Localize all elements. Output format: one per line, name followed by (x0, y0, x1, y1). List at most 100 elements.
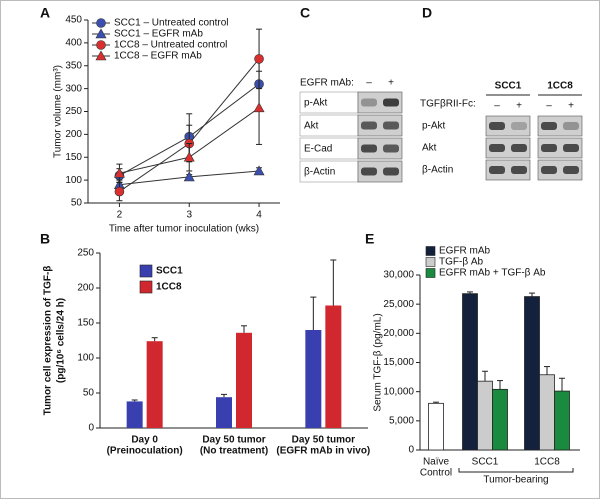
y-tick-label: 400 (65, 38, 82, 49)
row-label: Akt (304, 121, 319, 132)
bar (492, 388, 508, 451)
blot-band (563, 166, 579, 174)
y-tick-label: 350 (65, 60, 82, 71)
x-tick-label: Naïve (423, 457, 450, 468)
y-tick-label: 30,000 (383, 270, 414, 281)
legend-label: 1CC8 – EGFR mAb (114, 51, 202, 62)
blot-band (489, 122, 505, 130)
row-label: p-Akt (304, 98, 328, 109)
bar (126, 401, 143, 428)
y-tick-label: 25,000 (383, 299, 414, 310)
legend-label: SCC1 – EGFR mAb (114, 29, 203, 40)
blot-strip (537, 115, 583, 137)
x-tick-label: Day 0 (131, 435, 158, 446)
y-axis-label: Tumor cell expression of TGF-β (43, 266, 54, 416)
legend-label: EGFR mAb (439, 246, 491, 257)
blot-band (541, 144, 557, 152)
blot-band (361, 144, 377, 153)
y-axis-label: (pg/10⁶ cells/24 h) (56, 298, 67, 383)
y-tick-label: 10,000 (383, 386, 414, 397)
legend-label: SCC1 – Untreated control (114, 18, 229, 29)
group-bracket (458, 468, 574, 473)
lane-label: + (568, 101, 574, 112)
legend-swatch (139, 280, 153, 294)
x-tick-label: 4 (256, 210, 262, 221)
blot-strip (537, 159, 583, 181)
y-tick-label: 250 (65, 106, 82, 117)
x-tick-label: SCC1 (472, 457, 499, 468)
blot-band (563, 144, 579, 152)
row-label: E-Cad (304, 144, 332, 155)
blot-band (563, 122, 579, 130)
panel-label: A (40, 5, 50, 21)
panel-label: C (300, 5, 310, 21)
blot-band (489, 144, 505, 152)
x-tick-label: (EGFR mAb in vivo) (276, 446, 370, 457)
lane-label: – (546, 101, 552, 112)
y-tick-label: 150 (77, 318, 94, 329)
blot-band (383, 98, 399, 107)
legend-marker (95, 28, 107, 39)
bar (524, 296, 540, 451)
blot-band (541, 122, 557, 130)
blot-strip (357, 160, 403, 183)
blot-band (383, 144, 399, 153)
blot-strip (357, 91, 403, 114)
bar (146, 341, 163, 428)
blot-band (489, 166, 505, 174)
bar (428, 402, 444, 451)
x-tick-label: Day 50 tumor (292, 435, 355, 446)
lane-label: + (516, 101, 522, 112)
blot-strip (357, 114, 403, 137)
y-tick-label: 20,000 (383, 328, 414, 339)
marker (254, 54, 264, 64)
legend-marker (95, 50, 107, 61)
legend-swatch (425, 246, 436, 256)
lane-label: – (494, 101, 500, 112)
marker (253, 165, 265, 176)
y-tick-label: 200 (65, 129, 82, 140)
y-tick-label: 250 (77, 248, 94, 259)
legend-label: SCC1 (156, 266, 183, 277)
y-axis-label: Serum TGF-β (pg/mL) (373, 313, 384, 411)
marker (114, 186, 125, 197)
x-tick-label: Control (420, 468, 452, 479)
panel-label: D (422, 5, 432, 21)
legend-label: TGF-β Ab (439, 257, 484, 268)
legend-marker (96, 18, 106, 28)
marker (113, 167, 125, 178)
x-tick-label: 1CC8 (534, 457, 560, 468)
blot-band (361, 167, 377, 176)
x-tick-label: 3 (186, 210, 192, 221)
y-tick-label: 100 (77, 353, 94, 364)
legend-swatch (425, 257, 436, 267)
legend-label: 1CC8 (156, 282, 182, 293)
blot-band (383, 121, 399, 130)
y-tick-label: 5,000 (389, 415, 414, 426)
x-tick-label: (Preinoculation) (107, 446, 183, 457)
bar (539, 374, 555, 451)
treatment-label: EGFR mAb: (300, 78, 354, 89)
bar (462, 293, 478, 451)
blot-band (361, 98, 377, 107)
group-label: Tumor-bearing (483, 475, 548, 486)
blot-band (511, 144, 527, 152)
legend-label: 1CC8 – Untreated control (114, 40, 227, 51)
lane-label: + (388, 78, 394, 89)
y-tick-label: 200 (77, 283, 94, 294)
row-label: β-Actin (422, 165, 453, 176)
row-label: p-Akt (422, 121, 446, 132)
marker (183, 151, 195, 162)
treatment-label: TGFβRII-Fc: (420, 99, 476, 110)
bar (325, 305, 342, 428)
legend-marker (96, 40, 106, 50)
bar (477, 380, 493, 451)
y-tick-label: 50 (71, 198, 83, 209)
blot-strip (485, 137, 531, 159)
y-tick-label: 150 (65, 152, 82, 163)
bar (305, 330, 322, 428)
legend-swatch (139, 264, 153, 278)
blot-strip (485, 159, 531, 181)
blot-band (383, 167, 399, 176)
